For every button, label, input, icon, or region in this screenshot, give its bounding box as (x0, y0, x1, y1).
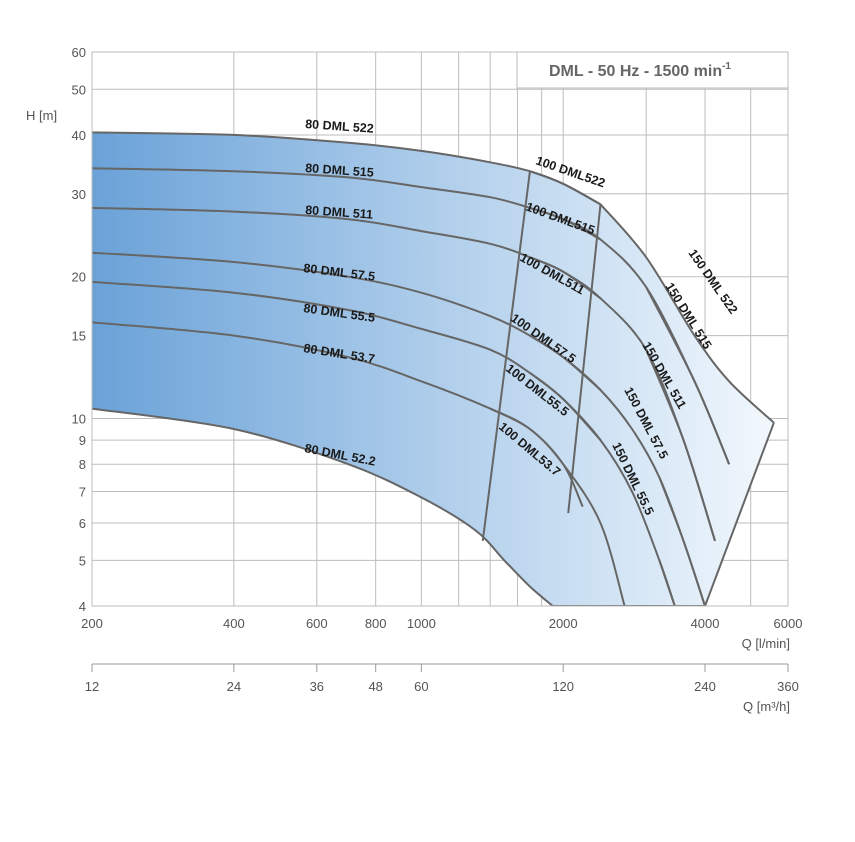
chart-title: DML - 50 Hz - 1500 min-1 (549, 61, 731, 80)
x-tick-label: 200 (81, 616, 103, 631)
x-tick-label: 400 (223, 616, 245, 631)
y-axis-ticks: 4 5 6 7 8 9 10 15 20 30 40 50 60 (72, 45, 86, 614)
x-tick-label: 1000 (407, 616, 436, 631)
x-tick-label: 2000 (549, 616, 578, 631)
y-tick-label: 5 (79, 553, 86, 568)
curve-150-dml-57-5 (658, 477, 706, 606)
x2-tick-label: 12 (85, 679, 99, 694)
curve-label: 80 DML 522 (305, 117, 374, 136)
boundary-line-1 (481, 171, 531, 541)
curve-150-dml-511 (645, 349, 716, 542)
title-box: DML - 50 Hz - 1500 min-1 (516, 51, 789, 89)
x-tick-label: 600 (306, 616, 328, 631)
y-tick-label: 7 (79, 485, 86, 500)
curve-100-dml-53-7 (489, 407, 584, 508)
operating-area (92, 132, 774, 606)
y-tick-label: 9 (79, 433, 86, 448)
curve-150-dml-522 (599, 203, 775, 424)
x2-tick-label: 48 (368, 679, 382, 694)
x-axis-label: Q [l/min] (742, 636, 790, 651)
curve-80-dml-53-7 (92, 321, 626, 606)
y-axis-label: H [m] (26, 108, 57, 123)
y-tick-label: 4 (79, 599, 86, 614)
x2-tick-label: 24 (227, 679, 241, 694)
pump-curves (92, 131, 775, 606)
curve-80-dml-511 (92, 206, 716, 542)
x2-axis-label: Q [m³/h] (743, 699, 790, 714)
boundary-line-2 (567, 204, 602, 514)
x-axis-ticks: 200 400 600 800 1000 2000 4000 6000 (81, 616, 802, 631)
y-tick-label: 6 (79, 516, 86, 531)
curve-80-dml-52-2 (92, 407, 554, 606)
secondary-x-axis: 12 24 36 48 60 120 240 360 (85, 663, 799, 694)
x-tick-label: 800 (365, 616, 387, 631)
curve-80-dml-55-5 (92, 280, 676, 606)
y-tick-label: 40 (72, 128, 86, 143)
x2-tick-label: 360 (777, 679, 799, 694)
boundary-line-3 (704, 422, 775, 606)
curve-80-dml-515 (92, 167, 731, 465)
curve-100-dml-522 (529, 170, 601, 206)
x-tick-label: 4000 (691, 616, 720, 631)
model-boundaries (481, 171, 775, 606)
curve-150-dml-515 (645, 286, 731, 465)
curve-label: 80 DML 511 (305, 203, 374, 222)
plot-frame (91, 51, 789, 607)
curve-150-dml-55-5 (658, 560, 676, 606)
x2-tick-label: 120 (552, 679, 574, 694)
y-tick-label: 50 (72, 82, 86, 97)
curve-100-dml-55-5 (529, 372, 602, 441)
y-tick-label: 10 (72, 412, 86, 427)
y-tick-label: 30 (72, 187, 86, 202)
curve-label: 150 DML 522 (686, 247, 741, 317)
x2-tick-label: 240 (694, 679, 716, 694)
x2-tick-label: 36 (310, 679, 324, 694)
x2-tick-label: 60 (414, 679, 428, 694)
curve-100-dml-57-5 (529, 334, 602, 391)
y-tick-label: 15 (72, 329, 86, 344)
curve-100-dml-515 (529, 206, 601, 241)
curve-label: 80 DML 515 (305, 161, 374, 180)
operating-area-fill (92, 132, 774, 606)
x-tick-label: 6000 (774, 616, 803, 631)
y-tick-label: 8 (79, 457, 86, 472)
y-tick-label: 20 (72, 270, 86, 285)
y-tick-label: 60 (72, 45, 86, 60)
